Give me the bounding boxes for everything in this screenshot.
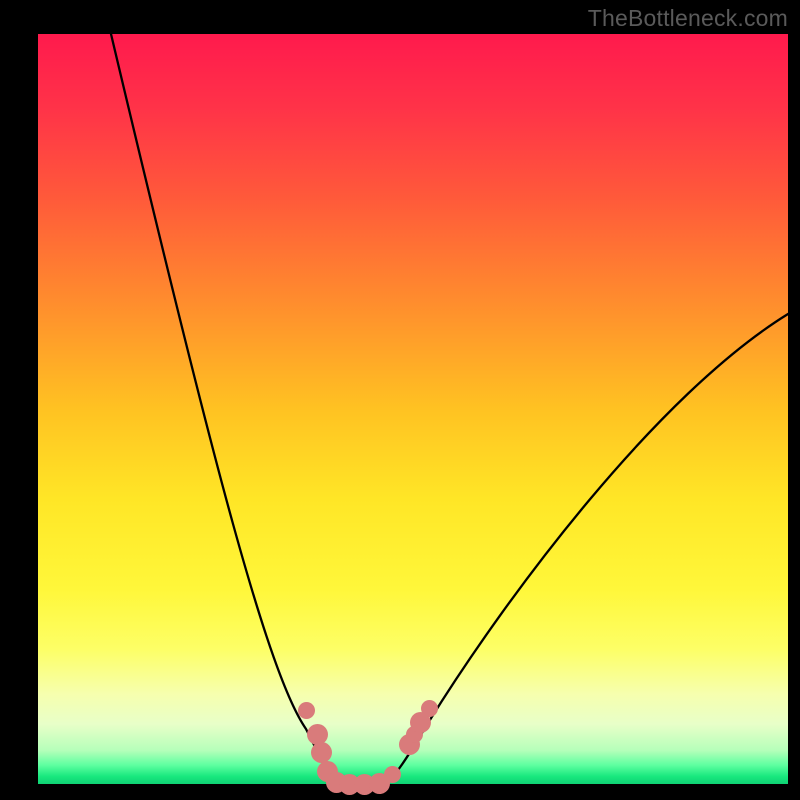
curve-marker: [311, 742, 332, 763]
curve-marker: [421, 700, 438, 717]
chart-root: TheBottleneck.com: [0, 0, 800, 800]
curve-marker: [384, 766, 401, 783]
curve-markers: [38, 34, 788, 784]
curve-marker: [298, 702, 315, 719]
plot-area: [38, 34, 788, 784]
watermark-text: TheBottleneck.com: [588, 5, 788, 32]
curve-marker: [307, 724, 328, 745]
